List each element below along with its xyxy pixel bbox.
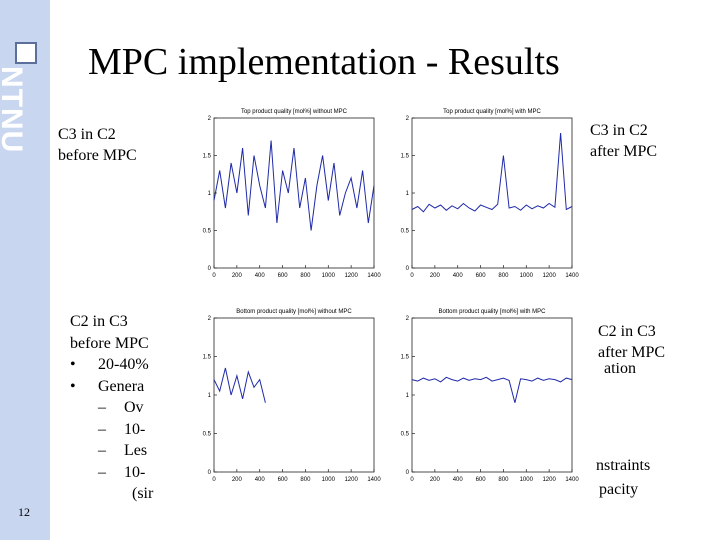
label-bottom-right-line-1: C2 in C3 xyxy=(598,323,656,340)
x-tick-label: 1000 xyxy=(322,477,336,483)
series-line xyxy=(411,376,573,403)
plot-frame xyxy=(411,317,573,473)
x-tick-label: 1000 xyxy=(520,477,534,483)
right-fragment-nstraints: nstraints xyxy=(596,457,651,474)
y-tick-label: 0.5 xyxy=(401,432,410,438)
body-line: –10- xyxy=(98,420,146,438)
x-tick-label: 600 xyxy=(278,273,289,279)
y-tick-label: 0.5 xyxy=(401,229,410,235)
y-tick-label: 1.5 xyxy=(203,355,212,361)
x-tick-label: 600 xyxy=(476,273,487,279)
chart-top-with-mpc: Top product quality [mol%] with MPC 0 200 4… xyxy=(401,109,580,279)
label-top-right-line-1: C3 in C2 xyxy=(590,122,648,139)
label-bottom-right-line-2: after MPC xyxy=(598,344,666,361)
label-top-left: C3 in C2 before MPC xyxy=(58,124,137,166)
y-tick-label: 0 xyxy=(406,470,410,476)
body-line: – Ov xyxy=(98,399,144,416)
y-tick-label: 1 xyxy=(406,191,410,197)
y-tick-label: 0 xyxy=(208,266,212,272)
chart-title: Top product quality [mol%] with MPC xyxy=(443,109,541,115)
y-tick-label: 2 xyxy=(406,316,410,322)
chart-bottom-without-mpc: Bottom product quality [mol%] without MP… xyxy=(203,309,382,483)
body-line: • 20-40% xyxy=(70,356,149,373)
y-tick-label: 1 xyxy=(208,393,212,399)
x-tick-label: 400 xyxy=(255,273,266,279)
x-tick-label: 200 xyxy=(232,477,243,483)
ntnu-logo-text: NTNU xyxy=(0,66,28,154)
x-tick-label: 1400 xyxy=(565,273,579,279)
plot-frame xyxy=(213,317,375,473)
x-tick-label: 400 xyxy=(255,477,266,483)
label-top-right-line-2: after MPC xyxy=(590,143,658,160)
x-tick-label: 200 xyxy=(430,273,441,279)
y-tick-label: 0.5 xyxy=(203,229,212,235)
plot-top-without-mpc: Top product quality [mol%] without MPC 0 2… xyxy=(196,104,382,286)
y-tick-label: 1.5 xyxy=(401,355,410,361)
chart-title: Top product quality [mol%] without MPC xyxy=(241,109,348,115)
x-tick-label: 800 xyxy=(498,273,509,279)
body-text: C2 in C3 before MPC • 20-40% • Genera – Ov … xyxy=(70,311,153,505)
body-line: • Genera xyxy=(70,377,145,395)
x-tick-label: 1200 xyxy=(344,477,358,483)
sidebar-band: NTNU 12 xyxy=(0,0,50,540)
x-tick-label: 800 xyxy=(300,273,311,279)
right-fragment-ation: ation xyxy=(604,360,636,377)
series-line xyxy=(213,367,266,403)
slide-title: MPC implementation - Results xyxy=(88,41,560,83)
x-tick-label: 800 xyxy=(498,477,509,483)
label-top-left-line-1: C3 in C2 xyxy=(58,126,116,143)
x-tick-label: 0 xyxy=(410,477,414,483)
y-tick-label: 1 xyxy=(208,191,212,197)
right-fragment-pacity: pacity xyxy=(599,481,639,498)
chart-top-without-mpc: Top product quality [mol%] without MPC 0 2… xyxy=(203,109,382,279)
x-tick-label: 1000 xyxy=(520,273,534,279)
x-tick-label: 600 xyxy=(278,477,289,483)
plot-bottom-with-mpc: Bottom product quality [mol%] with MPC 0 2… xyxy=(394,304,580,490)
x-tick-label: 1400 xyxy=(565,477,579,483)
x-tick-label: 600 xyxy=(476,477,487,483)
chart-title: Bottom product quality [mol%] with MPC xyxy=(438,309,546,315)
x-tick-label: 0 xyxy=(212,477,216,483)
x-tick-label: 200 xyxy=(430,477,441,483)
y-tick-label: 0.5 xyxy=(203,432,212,438)
page-number: 12 xyxy=(18,505,30,519)
y-tick-label: 2 xyxy=(406,116,410,122)
x-tick-label: 400 xyxy=(453,273,464,279)
x-tick-label: 1200 xyxy=(344,273,358,279)
body-line: – Les xyxy=(98,442,148,459)
y-tick-label: 1.5 xyxy=(401,154,410,160)
y-tick-label: 2 xyxy=(208,116,212,122)
body-line: before MPC xyxy=(70,334,149,352)
chart-title: Bottom product quality [mol%] without MP… xyxy=(236,309,352,315)
ntnu-logo-icon xyxy=(15,42,37,64)
plot-frame xyxy=(411,117,573,269)
x-tick-label: 1400 xyxy=(367,273,381,279)
x-tick-label: 1400 xyxy=(367,477,381,483)
x-tick-label: 1000 xyxy=(322,273,336,279)
x-tick-label: 0 xyxy=(212,273,216,279)
x-tick-label: 1200 xyxy=(542,273,556,279)
body-line: (sir xyxy=(132,485,154,502)
y-tick-label: 2 xyxy=(208,316,212,322)
x-tick-label: 800 xyxy=(300,477,311,483)
plot-top-with-mpc: Top product quality [mol%] with MPC 0 200 4… xyxy=(394,104,580,286)
body-line: –10- xyxy=(98,463,146,481)
plot-bottom-without-mpc: Bottom product quality [mol%] without MP… xyxy=(196,304,382,490)
y-tick-label: 1 xyxy=(406,393,410,399)
label-top-left-line-2: before MPC xyxy=(58,147,137,164)
series-line xyxy=(213,140,375,231)
series-line xyxy=(411,132,573,213)
plot-frame xyxy=(213,117,375,269)
y-tick-label: 0 xyxy=(208,470,212,476)
x-tick-label: 0 xyxy=(410,273,414,279)
x-tick-label: 200 xyxy=(232,273,243,279)
body-line: C2 in C3 xyxy=(70,313,128,330)
chart-bottom-with-mpc: Bottom product quality [mol%] with MPC 0 2… xyxy=(401,309,580,483)
y-tick-label: 0 xyxy=(406,266,410,272)
y-tick-label: 1.5 xyxy=(203,154,212,160)
x-tick-label: 1200 xyxy=(542,477,556,483)
label-bottom-right: C2 in C3 after MPC xyxy=(598,321,666,363)
x-tick-label: 400 xyxy=(453,477,464,483)
label-top-right: C3 in C2 after MPC xyxy=(590,120,657,162)
